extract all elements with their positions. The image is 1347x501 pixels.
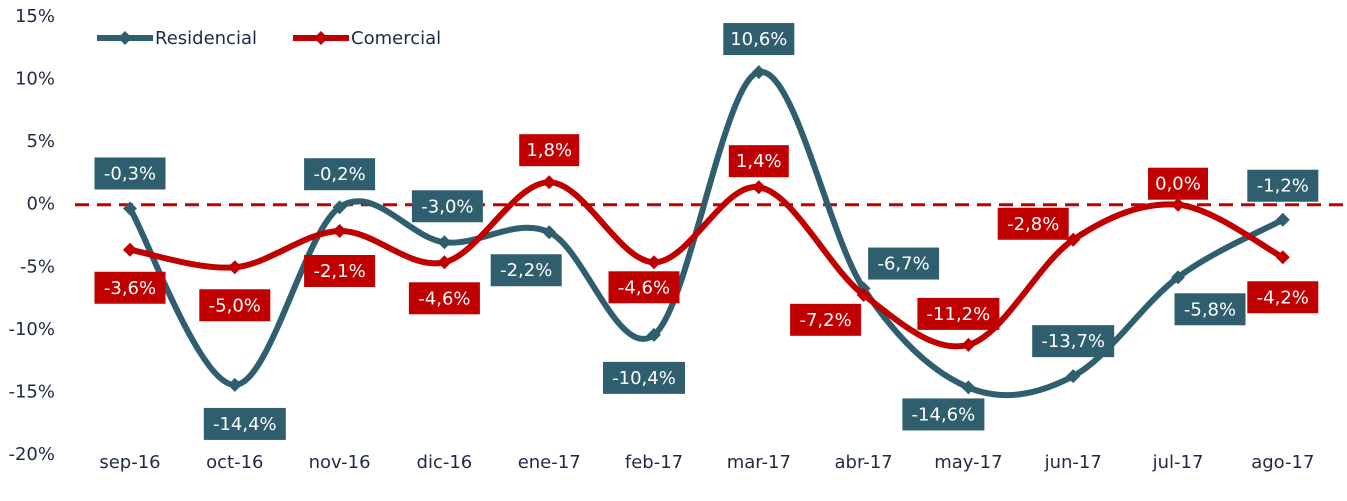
y-tick-label: 15% <box>15 6 55 27</box>
data-label: -2,8% <box>1007 214 1059 235</box>
data-label-box <box>1032 325 1115 358</box>
point-marker <box>542 225 557 240</box>
data-label: 0,0% <box>1155 174 1201 195</box>
point-marker <box>751 65 766 80</box>
point-marker <box>1275 212 1290 227</box>
data-label-box <box>1247 281 1319 314</box>
data-label-box <box>603 361 685 394</box>
data-label-box <box>1247 169 1319 202</box>
data-label: 10,6% <box>730 29 787 50</box>
data-label: -0,3% <box>104 163 156 184</box>
data-label-box <box>902 398 985 431</box>
x-tick-label: ago-17 <box>1251 452 1314 473</box>
legend-label: Comercial <box>351 28 441 49</box>
x-tick-label: dic-16 <box>417 452 473 473</box>
data-label: -2,1% <box>313 261 365 282</box>
data-label-box <box>304 158 376 191</box>
data-label: -11,2% <box>927 304 991 325</box>
point-marker <box>647 327 661 342</box>
data-label: -14,4% <box>213 414 277 435</box>
data-label-box <box>868 247 940 280</box>
data-label: -4,6% <box>618 277 670 298</box>
data-label-box <box>408 282 480 315</box>
data-label: -3,0% <box>421 196 473 217</box>
x-tick-label: may-17 <box>934 452 1002 473</box>
point-marker <box>1171 197 1185 212</box>
data-label-box <box>411 190 483 223</box>
y-tick-label: -10% <box>8 319 55 340</box>
y-tick-label: 10% <box>15 69 55 90</box>
point-marker <box>1171 270 1185 285</box>
x-tick-label: ene-17 <box>518 452 581 473</box>
data-label-box <box>917 297 1000 330</box>
y-tick-label: -20% <box>8 444 55 465</box>
data-label: 1,8% <box>526 140 572 161</box>
data-label-box <box>997 207 1069 240</box>
y-tick-label: 5% <box>26 131 55 152</box>
data-label: -6,7% <box>877 254 929 275</box>
data-label-box <box>304 254 376 287</box>
point-marker <box>437 235 452 250</box>
point-marker <box>961 337 976 352</box>
data-label-box <box>94 157 166 190</box>
data-label-box <box>728 145 789 178</box>
point-marker <box>1275 250 1290 265</box>
point-marker <box>647 255 661 270</box>
data-label: -5,8% <box>1184 299 1236 320</box>
point-marker <box>123 201 137 216</box>
point-marker <box>227 377 242 392</box>
y-tick-label: -5% <box>20 256 55 277</box>
data-label: -2,2% <box>500 260 552 281</box>
data-label: -0,2% <box>313 164 365 185</box>
data-label-box <box>1174 293 1246 326</box>
point-marker <box>961 380 976 395</box>
data-label: -4,2% <box>1257 287 1309 308</box>
x-tick-label: oct-16 <box>206 452 263 473</box>
data-label: -10,4% <box>612 368 676 389</box>
data-label: -3,6% <box>104 278 156 299</box>
x-tick-label: feb-17 <box>625 452 683 473</box>
point-marker <box>1066 369 1081 384</box>
x-tick-label: sep-16 <box>99 452 160 473</box>
legend-label: Residencial <box>155 28 257 49</box>
data-label-box <box>203 407 286 440</box>
point-marker <box>1066 232 1081 247</box>
point-marker <box>751 180 766 195</box>
data-label-box <box>608 271 680 304</box>
data-label-box <box>790 303 862 336</box>
data-label: -14,6% <box>912 404 976 425</box>
x-tick-label: jun-17 <box>1044 452 1102 473</box>
data-label: -13,7% <box>1041 331 1105 352</box>
point-marker <box>332 200 347 215</box>
point-marker <box>542 175 557 190</box>
data-label-box <box>723 23 795 56</box>
x-tick-label: mar-17 <box>727 452 791 473</box>
point-marker <box>437 255 452 270</box>
x-tick-label: jul-17 <box>1152 452 1204 473</box>
y-tick-label: 0% <box>26 194 55 215</box>
data-label-box <box>519 134 580 167</box>
point-marker <box>332 223 347 238</box>
point-marker <box>123 242 137 257</box>
data-label: -4,6% <box>418 288 470 309</box>
data-label: -1,2% <box>1257 176 1309 197</box>
legend-marker <box>118 31 132 45</box>
data-label: -7,2% <box>799 310 851 331</box>
legend-marker <box>314 31 328 45</box>
x-tick-label: abr-17 <box>835 452 893 473</box>
y-tick-label: -15% <box>8 381 55 402</box>
data-label-box <box>490 254 562 287</box>
point-marker <box>856 287 871 302</box>
data-label-box <box>199 289 271 322</box>
data-label: 1,4% <box>736 151 782 172</box>
point-marker <box>227 260 242 275</box>
x-tick-label: nov-16 <box>309 452 371 473</box>
data-label: -5,0% <box>209 295 261 316</box>
data-label-box <box>94 271 166 304</box>
data-label-box <box>1148 167 1208 200</box>
